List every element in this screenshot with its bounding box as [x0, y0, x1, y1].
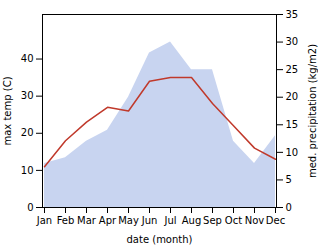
svg-text:date (month): date (month) [127, 234, 193, 245]
svg-text:max temp (C): max temp (C) [2, 76, 13, 145]
svg-text:Jul: Jul [163, 215, 176, 226]
svg-text:med. precipitation (kg/m2): med. precipitation (kg/m2) [307, 44, 318, 178]
svg-text:35: 35 [286, 9, 299, 20]
svg-text:Apr: Apr [99, 215, 117, 226]
svg-text:40: 40 [21, 53, 34, 64]
svg-text:Mar: Mar [77, 215, 97, 226]
svg-text:Aug: Aug [182, 215, 202, 226]
svg-text:Nov: Nov [245, 215, 265, 226]
svg-text:20: 20 [286, 91, 299, 102]
svg-text:Oct: Oct [225, 215, 242, 226]
svg-text:15: 15 [286, 119, 299, 130]
svg-text:30: 30 [21, 90, 34, 101]
svg-text:0: 0 [286, 202, 292, 213]
svg-text:20: 20 [21, 127, 34, 138]
svg-text:30: 30 [286, 36, 299, 47]
svg-text:Jan: Jan [36, 215, 52, 226]
svg-text:5: 5 [286, 174, 292, 185]
svg-text:Feb: Feb [57, 215, 75, 226]
svg-text:10: 10 [21, 165, 34, 176]
svg-text:Sep: Sep [203, 215, 222, 226]
svg-text:Dec: Dec [266, 215, 285, 226]
svg-text:25: 25 [286, 64, 299, 75]
svg-text:10: 10 [286, 147, 299, 158]
svg-text:0: 0 [27, 202, 33, 213]
svg-text:Jun: Jun [141, 215, 158, 226]
svg-text:May: May [118, 215, 139, 226]
